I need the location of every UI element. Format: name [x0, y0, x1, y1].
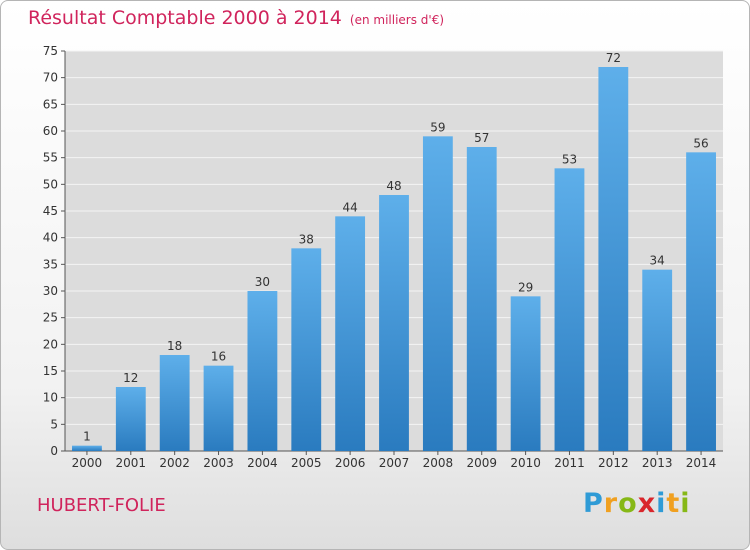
bar [115, 387, 146, 451]
logo-letter: x [637, 488, 657, 519]
proxiti-logo: Proxiti [583, 488, 691, 519]
bar [203, 365, 234, 451]
x-tick-label: 2011 [554, 456, 585, 470]
data-label: 72 [606, 51, 621, 65]
y-tick-label: 35 [43, 257, 58, 271]
logo-letter: P [583, 488, 604, 519]
bar [379, 195, 409, 451]
x-tick-label: 2012 [598, 456, 629, 470]
data-label: 1 [83, 430, 91, 444]
commune-name: HUBERT-FOLIE [37, 495, 166, 516]
bar [686, 152, 716, 452]
data-label: 16 [211, 350, 226, 364]
bar [554, 168, 585, 452]
chart-subtitle: (en milliers d'€) [349, 13, 445, 27]
bar [466, 147, 497, 451]
bar [598, 67, 629, 451]
y-tick-label: 60 [43, 124, 58, 138]
data-label: 56 [693, 136, 708, 150]
data-label: 53 [562, 152, 577, 166]
x-tick-label: 2009 [466, 456, 497, 470]
x-tick-label: 2003 [203, 456, 234, 470]
data-label: 59 [430, 120, 445, 134]
bar [510, 296, 541, 451]
y-tick-label: 30 [43, 284, 58, 298]
data-label: 44 [342, 200, 357, 214]
y-tick-label: 20 [43, 337, 58, 351]
x-tick-label: 2001 [116, 456, 147, 470]
x-tick-label: 2000 [72, 456, 103, 470]
y-tick-label: 75 [43, 44, 58, 58]
logo-letter: i [680, 488, 691, 519]
y-tick-label: 65 [43, 97, 58, 111]
bar [247, 291, 278, 451]
x-tick-label: 2014 [686, 456, 717, 470]
chart-title: Résultat Comptable 2000 à 2014 (en millie… [28, 7, 444, 29]
x-tick-label: 2002 [159, 456, 190, 470]
logo-letter: o [618, 488, 638, 519]
data-label: 57 [474, 131, 489, 145]
bar [642, 269, 673, 451]
data-label: 12 [123, 371, 138, 385]
y-tick-label: 10 [43, 391, 58, 405]
bar [291, 248, 322, 451]
data-label: 30 [255, 275, 270, 289]
chart-title-text: Résultat Comptable 2000 à 2014 [28, 7, 342, 29]
logo-letter: i [656, 488, 667, 519]
data-label: 38 [299, 232, 314, 246]
logo-letter: t [666, 488, 681, 519]
y-tick-label: 25 [43, 311, 58, 325]
y-tick-label: 15 [43, 364, 58, 378]
x-tick-label: 2013 [642, 456, 673, 470]
data-label: 48 [386, 179, 401, 193]
bar [335, 216, 366, 451]
logo-letter: r [603, 488, 619, 519]
data-label: 29 [518, 280, 533, 294]
x-tick-label: 2007 [379, 456, 410, 470]
bar [422, 136, 453, 452]
bar [159, 355, 190, 451]
y-tick-label: 5 [50, 417, 58, 431]
y-tick-label: 0 [50, 444, 58, 458]
x-tick-label: 2004 [247, 456, 278, 470]
y-tick-label: 70 [43, 71, 58, 85]
data-label: 18 [167, 339, 182, 353]
x-tick-label: 2005 [291, 456, 322, 470]
y-tick-label: 55 [43, 151, 58, 165]
x-tick-label: 2010 [510, 456, 541, 470]
data-label: 34 [650, 254, 665, 268]
y-tick-label: 50 [43, 177, 58, 191]
x-tick-label: 2006 [335, 456, 366, 470]
bar [72, 445, 102, 451]
y-tick-label: 40 [43, 231, 58, 245]
x-tick-label: 2008 [423, 456, 454, 470]
y-tick-label: 45 [43, 204, 58, 218]
